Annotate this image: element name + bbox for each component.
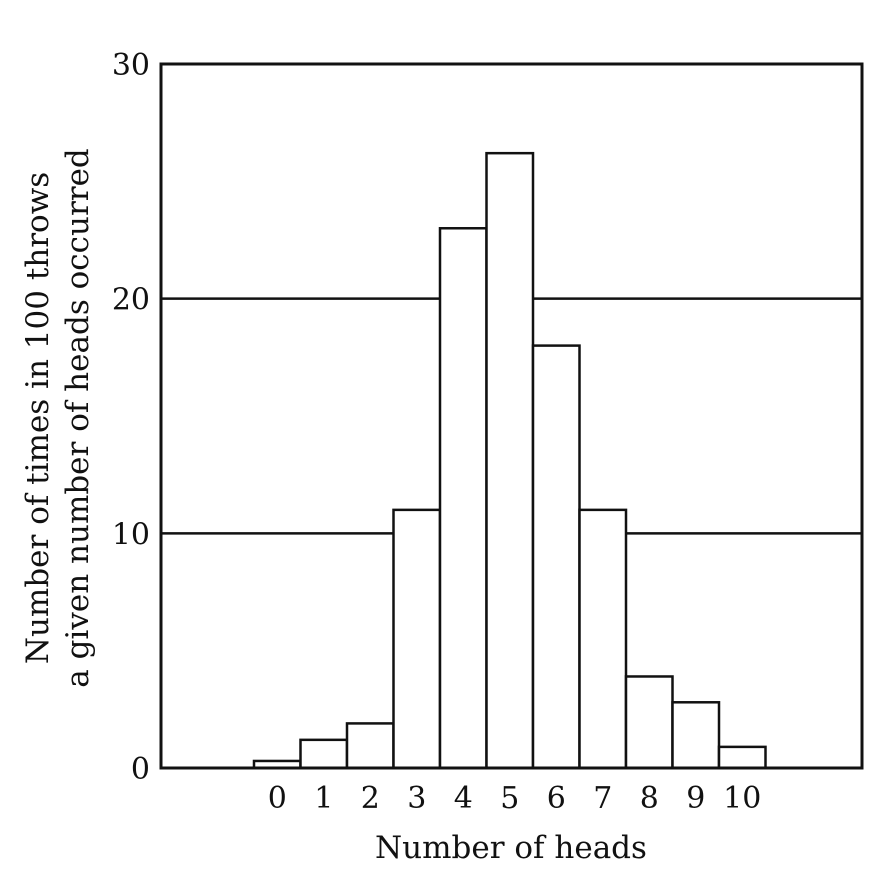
bar-5 xyxy=(485,151,535,770)
x-tick-label: 0 xyxy=(268,781,287,816)
bar-3 xyxy=(392,508,442,770)
y-axis-label-line-2: a given number of heads occurred xyxy=(60,148,96,688)
bar-1 xyxy=(299,738,349,770)
y-axis-label-line-1: Number of times in 100 throws xyxy=(20,172,56,664)
x-axis-ticks: 0 1 2 3 4 5 6 7 8 9 10 xyxy=(268,781,762,816)
plot-frame xyxy=(159,62,864,770)
x-tick-label: 5 xyxy=(500,781,519,816)
y-tick-label: 20 xyxy=(112,283,150,318)
y-axis-label: Number of times in 100 throws a given nu… xyxy=(20,148,96,688)
bar-10 xyxy=(717,745,767,770)
y-tick-label: 30 xyxy=(112,48,150,83)
x-tick-label: 6 xyxy=(547,781,566,816)
y-tick-label: 0 xyxy=(131,752,150,787)
bar-6 xyxy=(531,344,581,770)
x-tick-label: 1 xyxy=(314,781,333,816)
y-axis-ticks: 0 10 20 30 xyxy=(112,48,150,787)
bar-4 xyxy=(438,227,488,770)
x-tick-label: 4 xyxy=(454,781,473,816)
x-axis-label: Number of heads xyxy=(375,830,647,866)
bar-2 xyxy=(345,722,395,770)
bars xyxy=(252,151,767,770)
y-tick-label: 10 xyxy=(112,517,150,552)
x-tick-label: 9 xyxy=(686,781,705,816)
x-tick-label: 3 xyxy=(407,781,426,816)
bar-7 xyxy=(578,508,628,770)
bar-9 xyxy=(671,701,721,770)
x-tick-label: 2 xyxy=(361,781,380,816)
x-tick-label: 7 xyxy=(593,781,612,816)
x-tick-label: 8 xyxy=(640,781,659,816)
x-tick-label: 10 xyxy=(723,781,761,816)
bar-8 xyxy=(624,675,674,770)
